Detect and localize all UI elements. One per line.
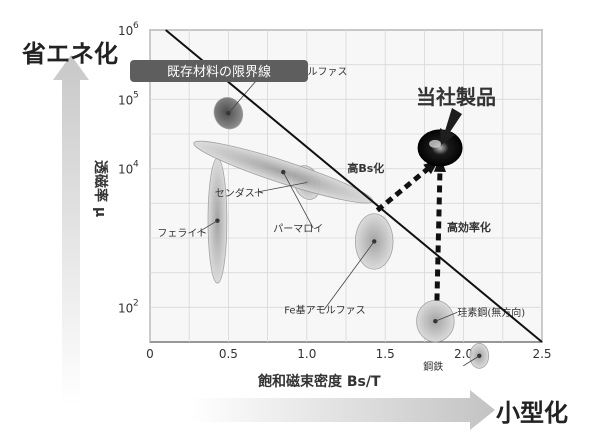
region-label: Fe基アモルファス: [284, 303, 365, 316]
y-tick-label: 10: [118, 301, 133, 315]
arrow-label: 高Bs化: [347, 161, 384, 175]
leader-line: [463, 355, 480, 367]
region-label: 鋼鉄: [423, 360, 443, 373]
y-tick-exponent: 6: [133, 21, 139, 31]
arrow-label: 高効率化: [447, 220, 491, 234]
y-tick-label: 10: [118, 24, 133, 38]
x-tick-label: 0.5: [219, 347, 238, 361]
limit-banner-text: 既存材料の限界線: [167, 64, 271, 80]
x-tick-label: 2.5: [532, 347, 551, 361]
right-arrow-icon: [190, 390, 495, 430]
x-tick-label: 1.0: [297, 347, 316, 361]
pointer-arrow-icon: [440, 108, 462, 145]
region-label: フェライト: [157, 228, 207, 240]
leader-line: [435, 311, 458, 322]
x-axis-title: 飽和磁束密度 Bs/T: [257, 373, 381, 390]
x-tick-label: 2.0: [454, 347, 473, 361]
leader-line: [323, 241, 375, 310]
y-tick-exponent: 5: [133, 90, 139, 100]
highlight-label: 当社製品: [416, 85, 496, 109]
y-tick-exponent: 2: [133, 298, 139, 308]
limit-banner: 既存材料の限界線: [130, 60, 308, 82]
y-axis-ticks: 10 610 510 410 2: [118, 21, 139, 315]
region-point: [433, 319, 438, 324]
y-axis-title: 透磁率 μ: [92, 160, 109, 217]
up-arrow-icon: [53, 55, 89, 405]
y-tick-label: 10: [118, 93, 133, 107]
region-label: 珪素鋼(無方向): [457, 306, 525, 319]
region-label: パーマロイ: [273, 223, 323, 235]
product-marker: [417, 129, 463, 167]
y-tick-label: 10: [118, 163, 133, 177]
leader-line: [197, 220, 218, 234]
product-ellipse: [417, 129, 463, 167]
x-tick-label: 0: [146, 347, 154, 361]
top-left-label: 省エネ化: [21, 40, 118, 68]
bottom-right-label: 小型化: [496, 399, 568, 427]
improvement-arrow: [434, 165, 443, 301]
y-tick-exponent: 4: [133, 160, 139, 170]
x-axis-ticks: 0 0.5 1.0 1.5 2.0 2.5: [146, 347, 551, 361]
region-label: センダスト: [215, 187, 265, 200]
product-highlight: [429, 139, 442, 148]
x-tick-label: 1.5: [376, 347, 395, 361]
leader-line: [254, 182, 307, 193]
region-point: [281, 169, 286, 175]
leader-line: [282, 171, 314, 229]
